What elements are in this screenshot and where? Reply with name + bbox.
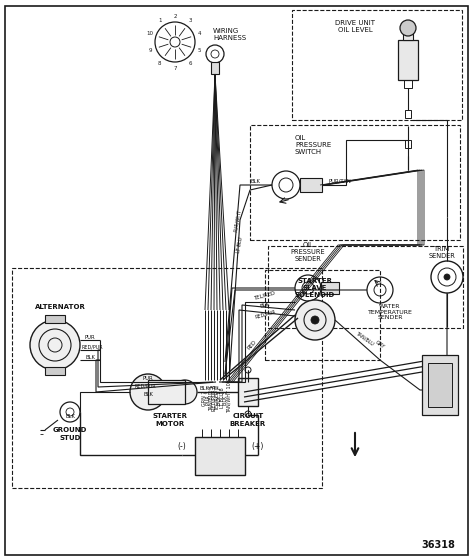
Text: 1: 1: [158, 18, 162, 24]
Text: BLK: BLK: [143, 391, 153, 396]
Text: RED/PUR 6: RED/PUR 6: [211, 385, 217, 411]
Text: STARTER
MOTOR: STARTER MOTOR: [153, 413, 188, 427]
Text: LT BLU: LT BLU: [236, 237, 244, 253]
Text: (+): (+): [252, 442, 264, 451]
Bar: [250, 125, 460, 240]
Bar: [292, 10, 462, 120]
Bar: [45, 367, 65, 375]
Circle shape: [173, 380, 197, 404]
Bar: [265, 270, 380, 360]
Text: BLK: BLK: [260, 301, 270, 309]
Text: WATER
TEMPERATURE
SENDER: WATER TEMPERATURE SENDER: [367, 304, 412, 320]
Text: 36318: 36318: [421, 540, 455, 550]
Text: TAN/BLU 4: TAN/BLU 4: [209, 385, 213, 410]
Text: BLK: BLK: [85, 354, 95, 360]
Circle shape: [30, 320, 80, 370]
Text: 6: 6: [189, 60, 192, 66]
Text: BLK 1: BLK 1: [218, 391, 222, 405]
Text: PUR/WHT: PUR/WHT: [234, 208, 243, 232]
Text: PUR 3: PUR 3: [206, 391, 210, 405]
Text: 8: 8: [158, 60, 162, 66]
Bar: [45, 315, 65, 323]
Bar: [268, 246, 463, 328]
Bar: [238, 378, 258, 406]
Bar: [195, 437, 245, 475]
Text: TAN/WHT 10: TAN/WHT 10: [227, 382, 231, 413]
Bar: [404, 80, 412, 88]
Bar: [300, 178, 322, 192]
Text: BLK: BLK: [65, 414, 75, 419]
Text: ALTERNATOR: ALTERNATOR: [35, 304, 85, 310]
Bar: [398, 40, 418, 80]
Text: 2: 2: [173, 13, 177, 18]
Text: TEL/RED 1: TEL/RED 1: [215, 385, 219, 410]
Text: WIRING
HARNESS: WIRING HARNESS: [213, 27, 246, 40]
Bar: [428, 363, 452, 407]
Text: 10: 10: [147, 31, 154, 36]
Text: LT BLU 8: LT BLU 8: [220, 388, 226, 408]
Text: TRIM
SENDER: TRIM SENDER: [428, 245, 456, 259]
Text: RED: RED: [246, 339, 257, 351]
Text: RED/PUR: RED/PUR: [81, 344, 103, 349]
Circle shape: [311, 316, 319, 324]
Text: STARTER
SLAVE
SOLENOID: STARTER SLAVE SOLENOID: [295, 278, 335, 298]
Text: GRY: GRY: [374, 340, 386, 350]
Circle shape: [444, 274, 450, 280]
Text: RED/PUR: RED/PUR: [134, 384, 156, 389]
Text: BLK/YEL: BLK/YEL: [200, 385, 220, 390]
Bar: [12, 268, 322, 488]
Text: GROUND
STUD: GROUND STUD: [53, 427, 87, 441]
Text: 9: 9: [148, 48, 152, 53]
Text: RED/PUR: RED/PUR: [254, 309, 276, 319]
Circle shape: [400, 20, 416, 36]
Text: BLK: BLK: [250, 179, 260, 184]
Circle shape: [295, 300, 335, 340]
Text: 3: 3: [189, 18, 192, 24]
Text: 5: 5: [198, 48, 201, 53]
Bar: [211, 62, 219, 74]
Text: BLK 3: BLK 3: [224, 391, 228, 405]
Bar: [405, 140, 411, 148]
Text: TAN/BLU: TAN/BLU: [355, 330, 375, 346]
Text: GRN 7: GRN 7: [202, 390, 208, 406]
Bar: [148, 380, 185, 404]
Bar: [422, 355, 458, 415]
Text: PUR: PUR: [85, 334, 95, 339]
Bar: [405, 110, 411, 118]
Bar: [403, 28, 413, 40]
Text: 7: 7: [173, 66, 177, 71]
Text: 4: 4: [198, 31, 201, 36]
Bar: [321, 282, 339, 294]
Text: PUR/TAN: PUR/TAN: [328, 179, 351, 184]
Text: TEL/RED: TEL/RED: [254, 290, 276, 300]
Text: DRIVE UNIT
OIL LEVEL: DRIVE UNIT OIL LEVEL: [335, 20, 375, 32]
Text: PUR: PUR: [143, 376, 153, 381]
Text: CIRCUIT
BREAKER: CIRCUIT BREAKER: [230, 413, 266, 427]
Text: (-): (-): [178, 442, 186, 451]
Circle shape: [130, 374, 166, 410]
Text: OIL
PRESSURE
SWITCH: OIL PRESSURE SWITCH: [295, 135, 331, 155]
Text: OIL
PRESSURE
SENDER: OIL PRESSURE SENDER: [291, 242, 325, 262]
